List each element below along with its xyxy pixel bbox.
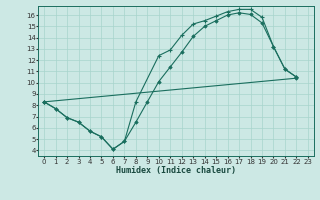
X-axis label: Humidex (Indice chaleur): Humidex (Indice chaleur) — [116, 166, 236, 175]
